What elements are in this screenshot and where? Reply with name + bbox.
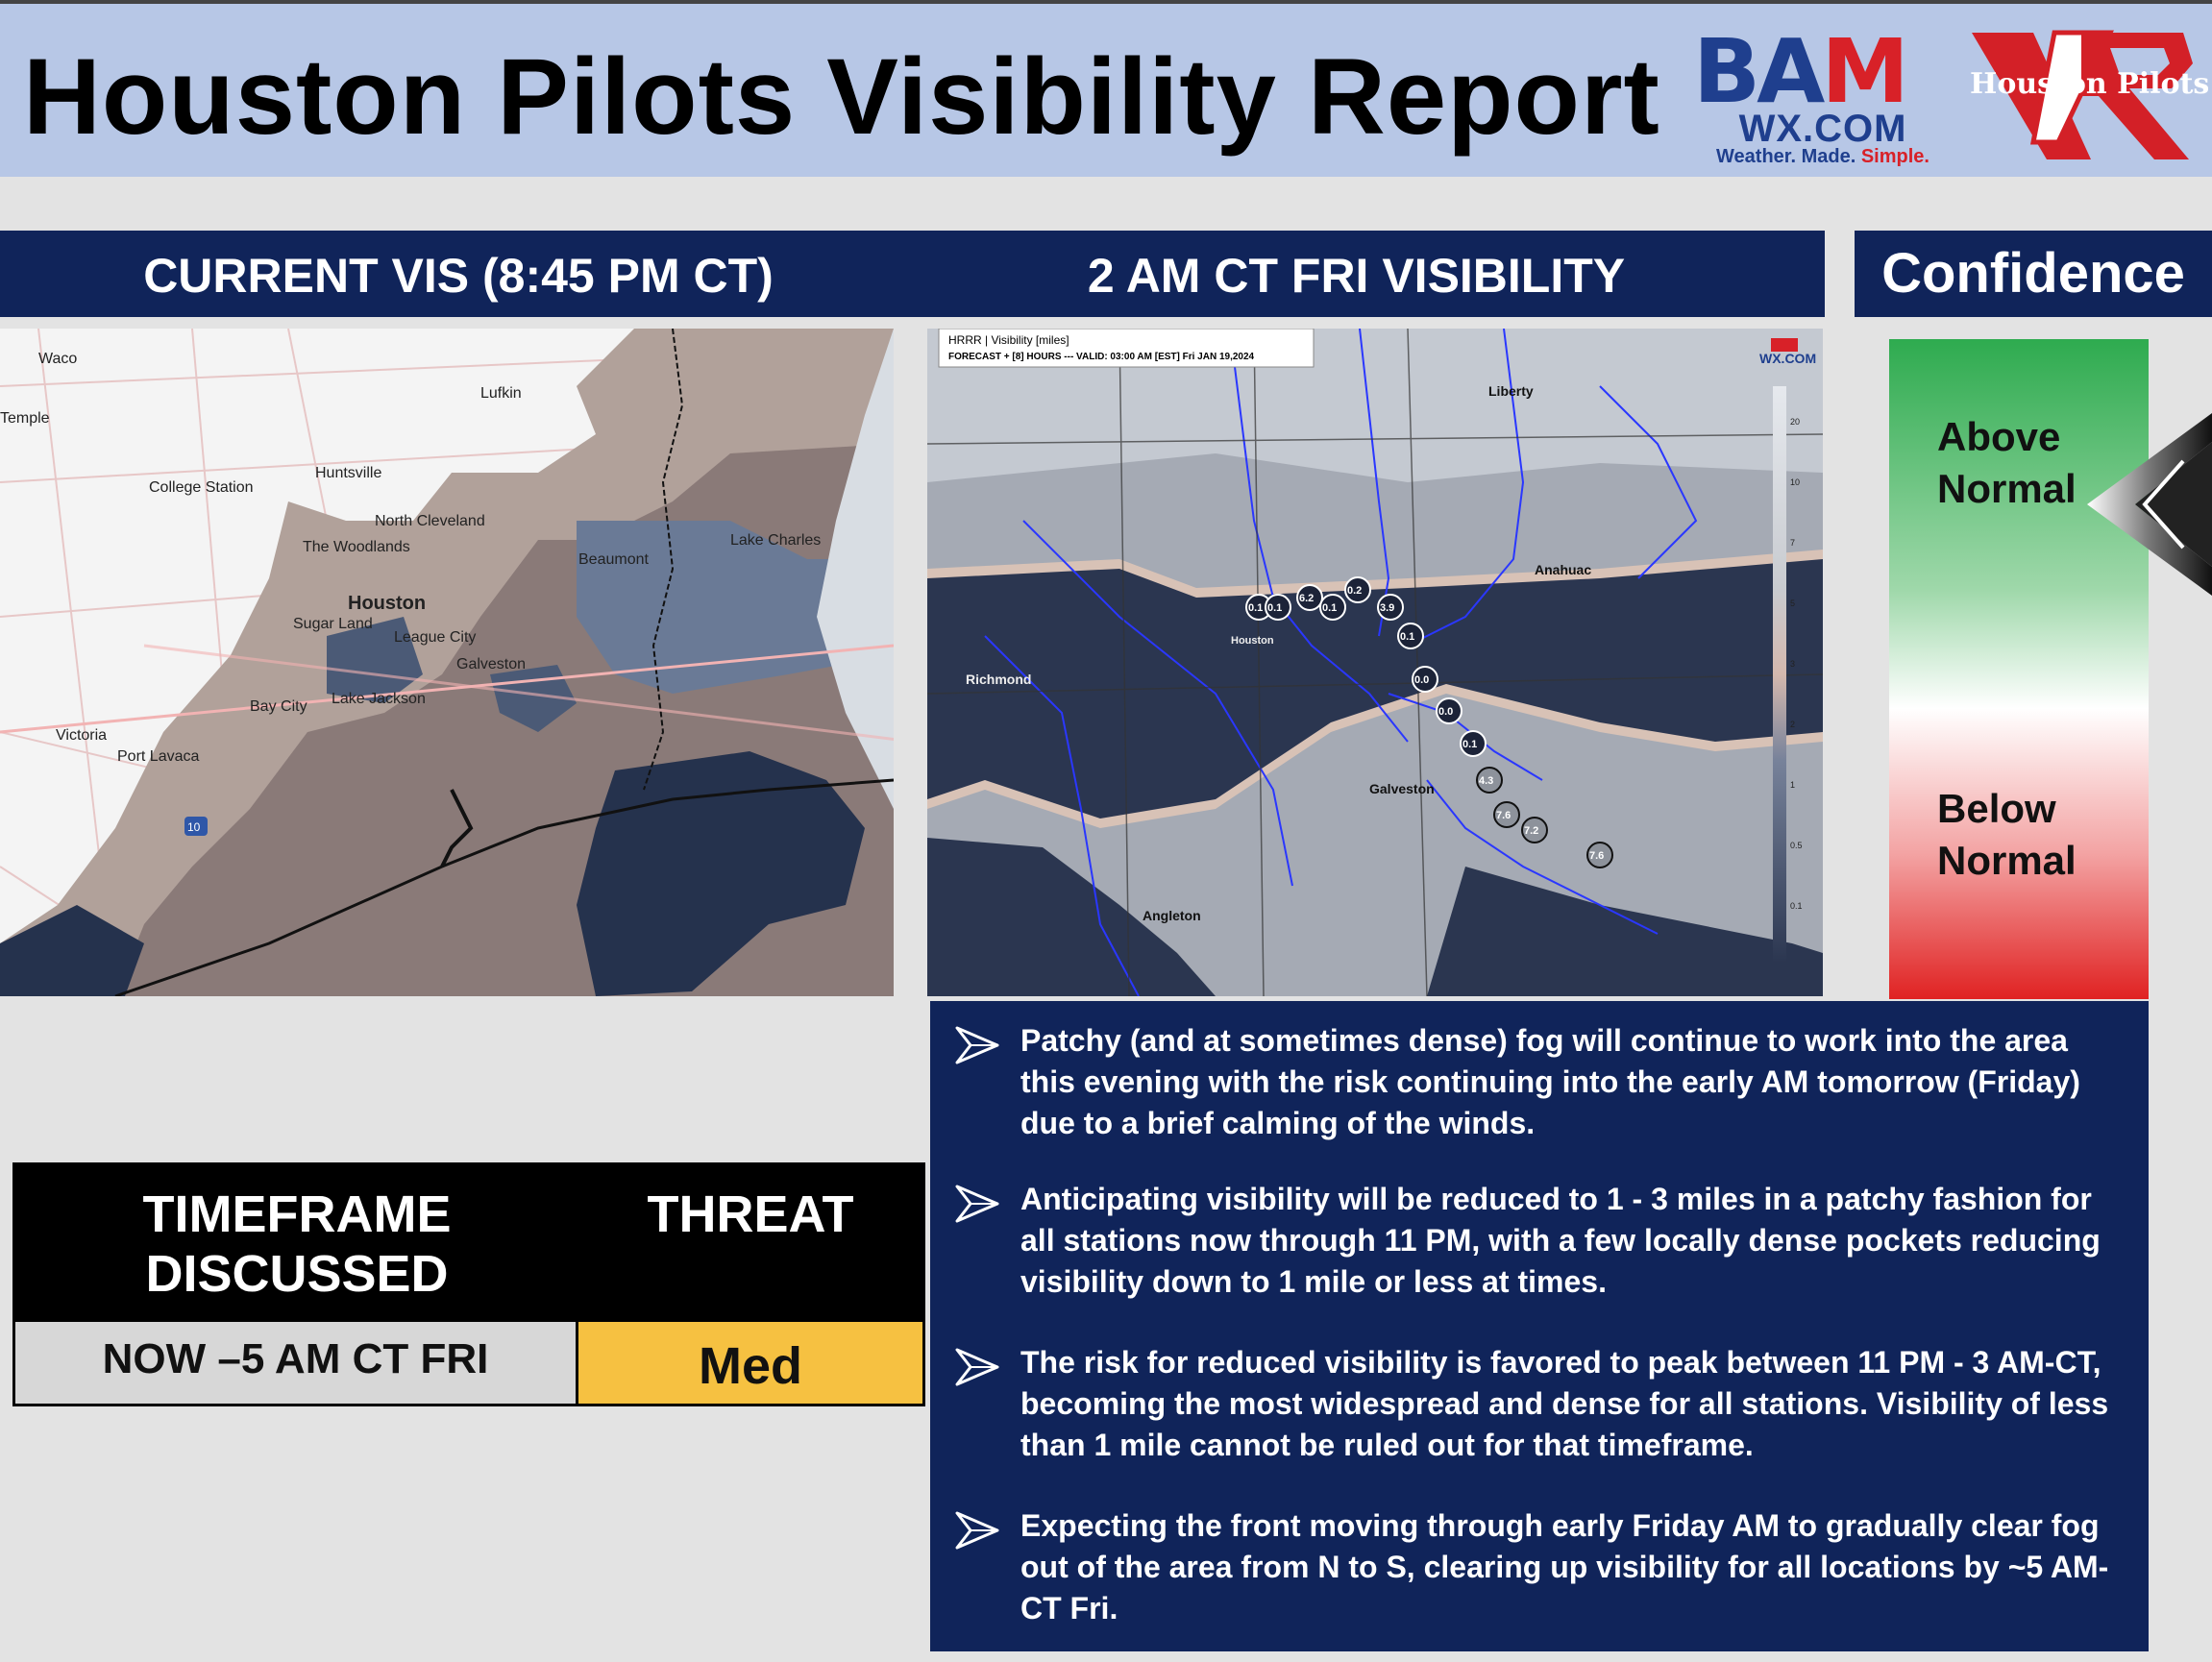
current-vis-title: CURRENT VIS (8:45 PM CT) [143, 249, 774, 303]
svg-text:0.1: 0.1 [1267, 602, 1282, 614]
station-marker: 0.2 [1344, 576, 1371, 603]
confidence-scale [1889, 339, 2149, 999]
forecast-visibility-map: HRRR | Visibility [miles] FORECAST + [8]… [926, 328, 1824, 997]
confidence-pointer-icon [2087, 413, 2212, 596]
map-label-beaumont: Beaumont [578, 551, 649, 568]
map-label-league-city: League City [394, 629, 476, 646]
map-label-lake-jackson: Lake Jackson [332, 691, 426, 707]
station-marker: 3.9 [1377, 594, 1404, 621]
station-marker: 0.1 [1319, 594, 1346, 621]
map-label-galveston: Galveston [456, 656, 526, 672]
svg-text:0.1: 0.1 [1322, 602, 1337, 614]
map-label-port-lavaca: Port Lavaca [117, 748, 199, 765]
svg-text:0.1: 0.1 [1400, 631, 1414, 643]
timeframe-column-header: TIMEFRAME DISCUSSED [142, 1185, 452, 1303]
scale-tick: 0.5 [1790, 841, 1803, 850]
houston-pilots-logo: Houston Pilots [1966, 25, 2209, 169]
map-place-liberty: Liberty [1488, 383, 1534, 399]
forecast-vis-header: 2 AM CT FRI VISIBILITY [888, 231, 1825, 317]
top-border [0, 0, 2212, 4]
table-header-row: TIMEFRAME DISCUSSED THREAT [15, 1165, 922, 1322]
confidence-above-label: Above Normal [1937, 414, 2077, 511]
bam-logo-tagline: Weather. Made. Simple. [1716, 146, 1929, 167]
map-label-temple: Temple [0, 410, 50, 427]
map-place-angleton: Angleton [1143, 908, 1201, 923]
confidence-below-label: Below Normal [1937, 786, 2077, 883]
discussion-panel: Patchy (and at sometimes dense) fog will… [930, 1001, 2149, 1651]
confidence-header: Confidence [1855, 231, 2212, 317]
svg-text:0.2: 0.2 [1347, 585, 1362, 597]
svg-text:0.1: 0.1 [1248, 602, 1263, 614]
page-header: Houston Pilots Visibility Report BAM WX.… [0, 4, 2212, 177]
map-label-college-station: College Station [149, 479, 254, 496]
current-visibility-map: Waco Lufkin Temple Huntsville College St… [0, 328, 914, 998]
arrow-bullet-icon [955, 1511, 999, 1550]
svg-text:7.6: 7.6 [1589, 850, 1604, 862]
svg-text:6.2: 6.2 [1299, 593, 1314, 604]
station-marker: 0.1 [1265, 594, 1291, 621]
scale-tick: 0.1 [1790, 901, 1803, 911]
map-label-victoria: Victoria [56, 727, 107, 744]
scale-tick: 20 [1790, 417, 1800, 427]
forecast-visibility-map-graphic: HRRR | Visibility [miles] FORECAST + [8]… [926, 328, 1824, 997]
map-label-huntsville: Huntsville [315, 465, 381, 481]
bam-logo-word: BAM [1693, 20, 1909, 123]
map-place-anahuac: Anahuac [1535, 562, 1591, 577]
svg-text:7.2: 7.2 [1524, 825, 1538, 837]
forecast-legend-subtitle: FORECAST + [8] HOURS --- VALID: 03:00 AM… [948, 352, 1255, 362]
arrow-bullet-icon [955, 1026, 999, 1064]
svg-text:7.6: 7.6 [1496, 810, 1511, 821]
station-marker: 7.2 [1521, 817, 1548, 843]
houston-pilots-wordmark: Houston Pilots [1970, 67, 2210, 101]
map-label-sugar-land: Sugar Land [293, 616, 373, 632]
current-vis-header: CURRENT VIS (8:45 PM CT) [0, 231, 888, 317]
svg-text:0.1: 0.1 [1462, 739, 1477, 750]
map-highway-shield: 10 [187, 820, 201, 834]
scale-tick: 5 [1790, 599, 1795, 608]
svg-text:0.0: 0.0 [1414, 674, 1429, 686]
station-marker: 0.1 [1397, 623, 1424, 649]
station-marker: 6.2 [1296, 584, 1323, 611]
timeframe-threat-table: TIMEFRAME DISCUSSED THREAT NOW –5 AM CT … [12, 1162, 925, 1406]
map-label-waco: Waco [38, 351, 77, 367]
bam-logo-domain: WX.COM [1738, 108, 1907, 150]
map-label-bay-city: Bay City [250, 698, 307, 715]
station-marker: 0.0 [1412, 666, 1438, 693]
scale-tick: 10 [1790, 477, 1800, 487]
scale-tick: 3 [1790, 659, 1795, 669]
scale-tick: 2 [1790, 720, 1795, 729]
map-label-houston: Houston [348, 593, 426, 614]
map-label-lake-charles: Lake Charles [730, 532, 821, 549]
map-place-houston: Houston [1231, 635, 1274, 647]
svg-text:0.0: 0.0 [1438, 706, 1453, 718]
station-marker: 0.0 [1436, 697, 1462, 724]
map-label-north-cleveland: North Cleveland [375, 513, 485, 529]
scale-tick: 7 [1790, 538, 1795, 548]
map-place-galveston: Galveston [1369, 781, 1435, 796]
map-label-lufkin: Lufkin [480, 385, 522, 402]
threat-column-header: THREAT [647, 1185, 854, 1243]
scale-tick: 1 [1790, 780, 1795, 790]
confidence-title: Confidence [1881, 242, 2185, 305]
timeframe-cell: NOW –5 AM CT FRI [15, 1322, 578, 1404]
current-visibility-map-graphic: Waco Lufkin Temple Huntsville College St… [0, 328, 914, 998]
svg-text:4.3: 4.3 [1479, 775, 1493, 787]
station-marker: 4.3 [1476, 767, 1503, 794]
forecast-map-logo: WX.COM [1759, 351, 1816, 366]
map-label-the-woodlands: The Woodlands [303, 539, 410, 555]
map-place-richmond: Richmond [966, 672, 1031, 687]
station-marker: 0.1 [1460, 730, 1487, 757]
station-marker: 7.6 [1586, 842, 1613, 868]
bam-weather-logo: BAM WX.COM Weather. Made. Simple. [1693, 20, 1953, 168]
forecast-legend-title: HRRR | Visibility [miles] [948, 333, 1069, 347]
threat-level-cell: Med [578, 1322, 922, 1404]
forecast-vis-title: 2 AM CT FRI VISIBILITY [1087, 249, 1626, 303]
arrow-bullet-icon [955, 1348, 999, 1386]
svg-text:3.9: 3.9 [1380, 602, 1394, 614]
arrow-bullet-icon [955, 1185, 999, 1223]
page-title: Houston Pilots Visibility Report [23, 37, 1660, 157]
station-marker: 7.6 [1493, 801, 1520, 828]
houston-pilots-emblem [1972, 30, 2193, 159]
